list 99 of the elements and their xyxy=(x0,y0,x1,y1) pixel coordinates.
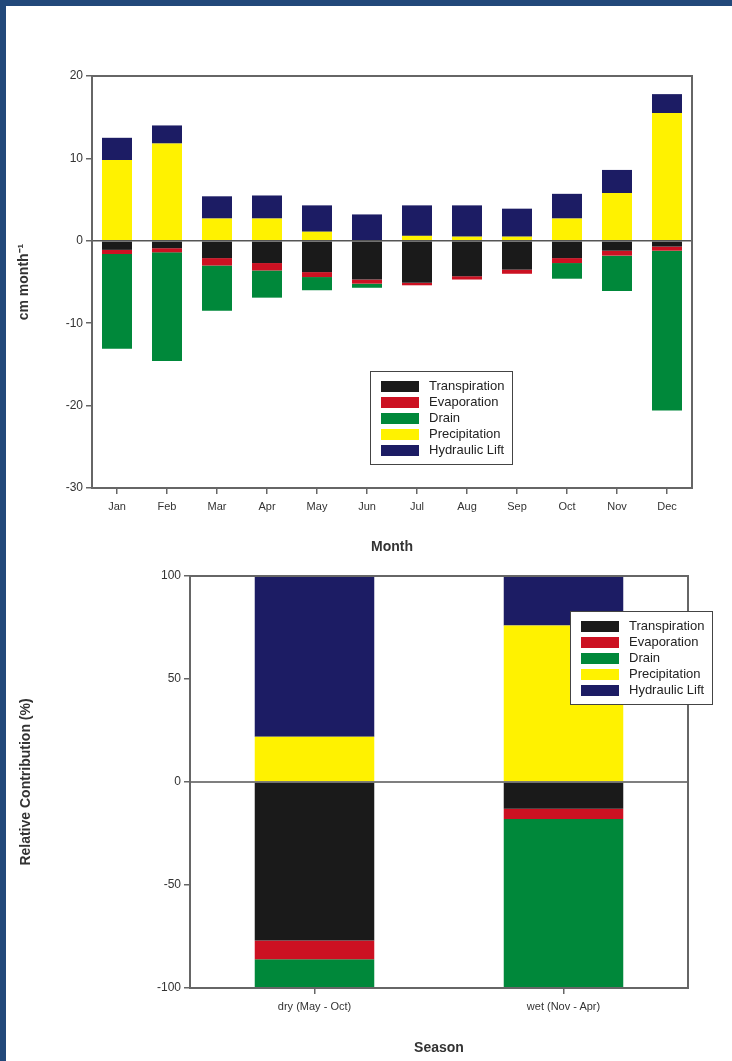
bar xyxy=(552,263,582,279)
legend-label: Evaporation xyxy=(629,634,699,650)
x-tick-label: Dec xyxy=(657,499,678,512)
bar xyxy=(602,241,632,251)
x-tick-label: Jul xyxy=(409,499,425,512)
bar xyxy=(252,218,282,241)
bar xyxy=(152,125,182,144)
x-axis-title: Season xyxy=(414,1039,464,1056)
bar xyxy=(502,269,532,274)
bar xyxy=(502,241,532,270)
bar xyxy=(302,272,332,278)
y-tick-label: 20 xyxy=(69,68,84,83)
bar xyxy=(602,250,632,256)
legend-label: Precipitation xyxy=(629,666,701,682)
bar xyxy=(602,255,632,292)
bar xyxy=(252,270,282,298)
x-tick-label: May xyxy=(306,499,328,512)
bar xyxy=(252,263,282,271)
bar xyxy=(102,253,132,349)
bar xyxy=(152,252,182,362)
bar xyxy=(302,205,332,232)
bar xyxy=(602,193,632,241)
bar xyxy=(202,241,232,259)
bar xyxy=(352,283,382,288)
bar xyxy=(652,246,682,251)
x-tick-label: Aug xyxy=(457,499,477,512)
y-tick-label: 0 xyxy=(76,233,84,248)
bar xyxy=(552,218,582,241)
bar xyxy=(602,169,632,194)
y-tick-label: 10 xyxy=(69,150,84,165)
bar xyxy=(152,143,182,241)
bar xyxy=(452,276,482,280)
x-tick-label: Feb xyxy=(157,499,177,512)
bar xyxy=(552,193,582,219)
y-tick-label: -100 xyxy=(156,980,182,995)
bar xyxy=(254,782,375,941)
bar xyxy=(102,160,132,241)
y-tick-label: 100 xyxy=(160,568,182,583)
bar xyxy=(352,241,382,280)
bar xyxy=(254,736,375,782)
y-tick-label: -50 xyxy=(163,877,182,892)
x-tick-label: dry (May - Oct) xyxy=(277,999,352,1012)
x-tick-label: Nov xyxy=(607,499,628,512)
bar xyxy=(352,214,382,241)
bar xyxy=(102,137,132,161)
legend-label: Hydraulic Lift xyxy=(629,682,705,698)
bar xyxy=(202,265,232,311)
y-tick-label: 0 xyxy=(174,774,182,789)
bar xyxy=(652,113,682,241)
legend-label: Hydraulic Lift xyxy=(429,442,505,458)
bar xyxy=(652,94,682,114)
y-axis-title: cm month⁻¹ xyxy=(15,243,32,321)
legend-label: Drain xyxy=(629,650,661,666)
y-tick-label: -20 xyxy=(65,397,84,412)
bar xyxy=(402,241,432,283)
legend-label: Transpiration xyxy=(629,618,705,634)
bar xyxy=(552,258,582,264)
bar xyxy=(202,258,232,266)
x-tick-label: Oct xyxy=(558,499,576,512)
bar xyxy=(352,279,382,284)
bar xyxy=(503,808,624,820)
bar xyxy=(202,218,232,241)
legend-label: Transpiration xyxy=(429,378,505,394)
bar xyxy=(302,241,332,273)
x-tick-label: Apr xyxy=(258,499,276,512)
bar xyxy=(502,208,532,237)
x-axis-title: Month xyxy=(371,538,413,555)
bar xyxy=(302,277,332,291)
bar xyxy=(503,819,624,988)
bar xyxy=(202,196,232,219)
bar xyxy=(652,250,682,411)
legend-label: Drain xyxy=(429,410,461,426)
bar xyxy=(102,241,132,250)
legend-label: Precipitation xyxy=(429,426,501,442)
bar xyxy=(503,782,624,809)
x-tick-label: Sep xyxy=(507,499,527,512)
y-tick-label: -30 xyxy=(65,480,84,495)
bar xyxy=(254,940,375,960)
bar xyxy=(402,235,432,241)
y-tick-label: -10 xyxy=(65,315,84,330)
bar xyxy=(252,241,282,264)
x-tick-label: Mar xyxy=(207,499,227,512)
y-axis-title: Relative Contribution (%) xyxy=(17,698,34,866)
x-tick-label: wet (Nov - Apr) xyxy=(525,999,601,1012)
x-tick-label: Jun xyxy=(358,499,376,512)
bar xyxy=(254,959,375,988)
bar xyxy=(102,249,132,254)
bar xyxy=(302,231,332,241)
y-tick-label: 50 xyxy=(167,671,182,686)
legend-label: Evaporation xyxy=(429,394,499,410)
bar xyxy=(552,241,582,259)
bar xyxy=(402,205,432,236)
bar xyxy=(452,241,482,277)
bar xyxy=(252,195,282,219)
bar xyxy=(452,205,482,237)
bar xyxy=(152,241,182,249)
bar xyxy=(254,576,375,737)
x-tick-label: Jan xyxy=(108,499,126,512)
bar xyxy=(152,248,182,253)
